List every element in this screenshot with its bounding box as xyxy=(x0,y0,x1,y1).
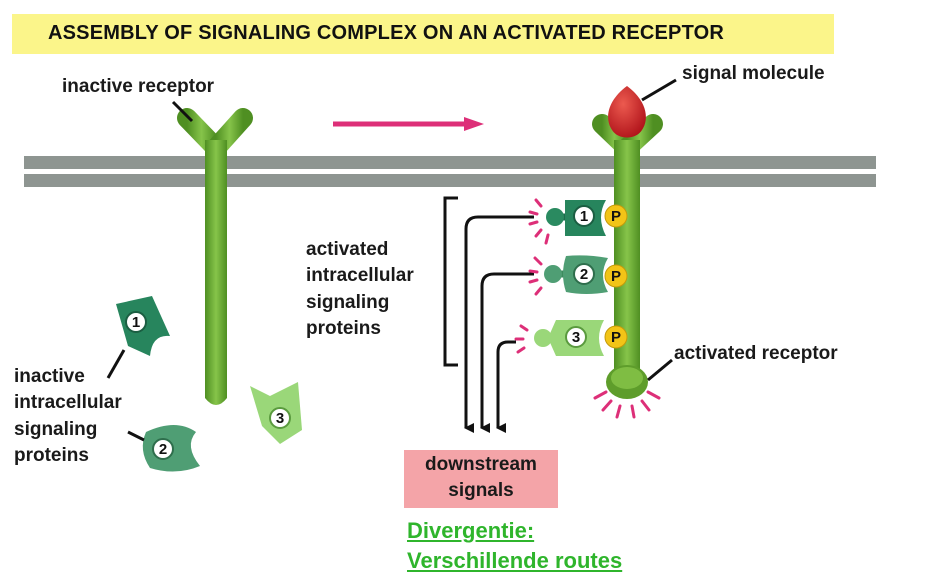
phospho-label-3: P xyxy=(611,329,621,346)
activated-protein-2-number: 2 xyxy=(580,266,588,283)
inactive-receptor xyxy=(177,108,253,405)
activated-proteins-bracket xyxy=(443,196,458,367)
label-activated-proteins-line-3: signaling xyxy=(306,292,390,313)
label-inactive-proteins-line-3: signaling xyxy=(14,419,98,440)
inactive-protein-3-number: 3 xyxy=(276,410,284,427)
activated-protein-2 xyxy=(528,255,628,296)
note-line-1: Divergentie: xyxy=(407,518,535,543)
leader-inactive-receptor xyxy=(171,100,194,123)
phospho-label-2: P xyxy=(611,268,621,285)
activated-protein-1 xyxy=(528,198,628,245)
label-activated-proteins-line-1: activated xyxy=(306,239,389,260)
note-line-2: Verschillende routes xyxy=(407,548,623,573)
label-inactive-proteins-line-4: proteins xyxy=(14,445,89,466)
cell-membrane xyxy=(24,156,876,187)
label-signal-molecule: signal molecule xyxy=(682,63,825,84)
downstream-signals-box xyxy=(404,450,558,508)
activated-protein-3 xyxy=(514,320,628,356)
downstream-line-2: signals xyxy=(448,480,514,501)
inactive-protein-3 xyxy=(250,382,302,444)
signal-molecule xyxy=(608,78,677,138)
activated-protein-3-number: 3 xyxy=(572,329,580,346)
label-inactive-receptor: inactive receptor xyxy=(62,76,215,97)
inactive-protein-2 xyxy=(127,425,200,472)
downstream-arrows xyxy=(464,215,534,433)
receptor-activation-rays xyxy=(593,390,661,419)
phospho-label-1: P xyxy=(611,208,621,225)
downstream-line-1: downstream xyxy=(425,454,537,475)
label-activated-proteins-line-2: intracellular xyxy=(306,265,414,286)
inactive-protein-1 xyxy=(106,296,170,379)
downstream-signals-label: downstream signals xyxy=(404,452,558,504)
diagram-title: ASSEMBLY OF SIGNALING COMPLEX ON AN ACTI… xyxy=(48,22,725,44)
label-activated-proteins-line-4: proteins xyxy=(306,318,381,339)
activation-arrow xyxy=(333,117,484,131)
label-inactive-proteins-line-2: intracellular xyxy=(14,392,122,413)
leader-activated-receptor xyxy=(647,358,673,382)
label-inactive-proteins-line-1: inactive xyxy=(14,366,85,387)
inactive-protein-2-number: 2 xyxy=(159,441,167,458)
activated-protein-1-number: 1 xyxy=(580,208,588,225)
label-activated-receptor: activated receptor xyxy=(674,343,838,364)
inactive-protein-1-number: 1 xyxy=(132,314,140,331)
title-banner xyxy=(12,14,834,54)
